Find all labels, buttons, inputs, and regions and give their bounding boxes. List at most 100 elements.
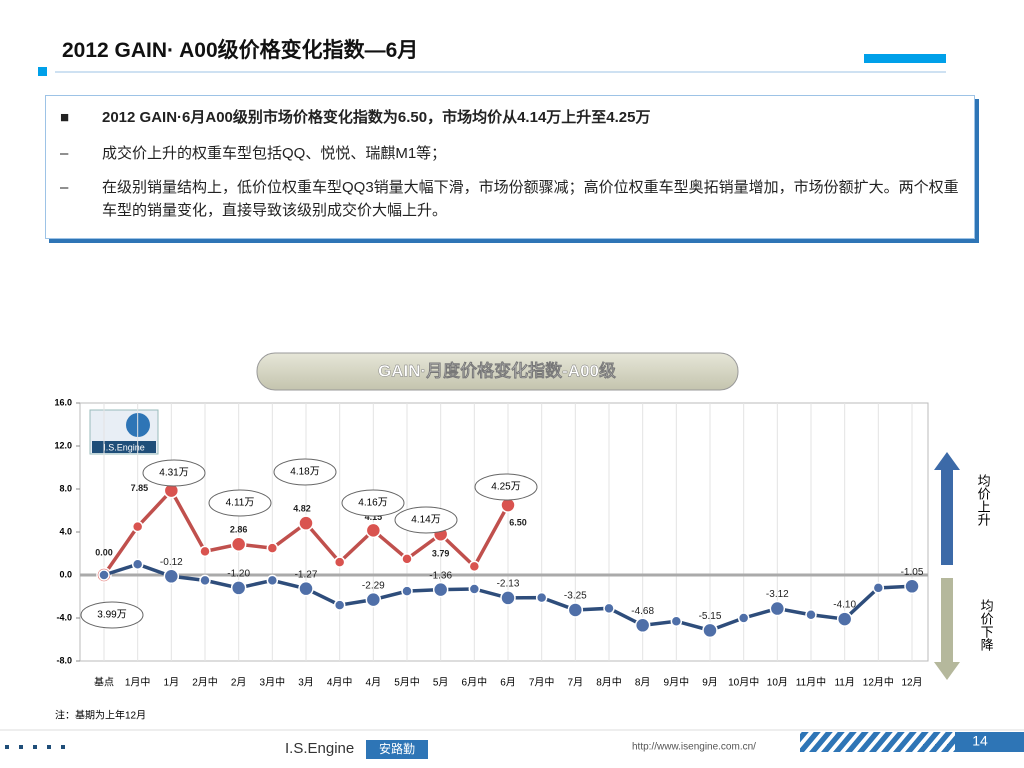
data-label: 2.86 — [230, 525, 248, 535]
callout-text: 4.31万 — [159, 468, 188, 479]
data-label: 4.82 — [293, 504, 311, 514]
callout — [394, 506, 458, 534]
data-label: 3.79 — [432, 549, 450, 559]
side-label: 均价上升 — [976, 474, 991, 526]
series-line — [103, 562, 913, 633]
bullet-mark: – — [60, 179, 69, 196]
note: 注：基期为上年12月 — [55, 709, 146, 722]
data-point — [131, 520, 144, 533]
data-label: 0.00 — [95, 547, 113, 557]
x-tick-label: 7月中 — [529, 676, 555, 689]
logo-icon — [126, 413, 150, 437]
data-point — [468, 583, 481, 595]
data-point — [500, 590, 516, 606]
data-point — [333, 599, 346, 611]
logo — [89, 409, 159, 455]
side-label: 均价下降 — [979, 599, 994, 651]
data-label: -1.36 — [429, 570, 452, 581]
bullet-box: ■ 2012 GAIN·6月A00级别市场价格变化指数为6.50，市场均价从4.1… — [45, 95, 975, 239]
data-point — [199, 545, 211, 558]
data-point — [163, 482, 180, 499]
data-point — [365, 591, 382, 608]
data-point — [603, 602, 615, 615]
up-arrow — [934, 452, 960, 565]
title-bar — [864, 54, 946, 63]
x-tick-label: 5月中 — [394, 676, 420, 689]
y-tick-label: -4.0 — [56, 612, 72, 622]
data-point — [365, 522, 382, 539]
footer-brand: I.S.Engine — [285, 740, 354, 757]
data-label: -1.27 — [295, 569, 318, 580]
y-tick-label: -8.0 — [56, 655, 72, 665]
data-point — [401, 553, 413, 565]
bullet: – 在级别销量结构上，低价位权重车型QQ3销量大幅下滑，市场份额骤减；高价位权重车… — [60, 176, 960, 222]
data-point — [163, 568, 180, 585]
data-point — [298, 580, 314, 597]
data-point — [535, 591, 548, 604]
x-tick-label: 3月 — [298, 677, 314, 689]
x-tick-label: 10月 — [767, 677, 788, 689]
x-tick-label: 5月 — [433, 677, 449, 689]
data-point — [266, 542, 279, 554]
callout — [142, 459, 206, 487]
data-label: -2.29 — [362, 580, 385, 591]
bullet-text: 成交价上升的权重车型包括QQ、悦悦、瑞麒M1等； — [102, 145, 447, 162]
data-point — [670, 615, 683, 627]
callout-text: 4.16万 — [358, 498, 387, 509]
data-label: -4.10 — [833, 600, 856, 611]
x-tick-label: 2月 — [231, 677, 247, 689]
x-tick-label: 9月中 — [664, 676, 690, 689]
x-tick-label: 8月 — [635, 677, 651, 689]
data-point — [634, 617, 651, 634]
title-square — [38, 67, 47, 76]
page-box — [955, 732, 1024, 752]
logo-band — [92, 441, 156, 453]
page-number: 14 — [972, 733, 988, 749]
data-point — [401, 585, 413, 597]
data-point — [199, 574, 211, 587]
callout-text: 4.25万 — [491, 482, 520, 493]
data-point — [769, 600, 786, 617]
data-point — [266, 574, 279, 587]
data-point — [904, 578, 920, 595]
data-point — [96, 567, 112, 583]
x-tick-label: 4月中 — [327, 676, 353, 689]
callout — [341, 489, 405, 517]
data-label: -3.25 — [564, 591, 587, 602]
x-tick-label: 12月中 — [863, 676, 894, 689]
callout-text: 3.99万 — [97, 610, 126, 621]
slide-title: 2012 GAIN· A00级价格变化指数—6月 — [62, 39, 419, 62]
data-point — [805, 609, 817, 621]
data-label: 4.15 — [365, 512, 383, 522]
y-tick-label: 16.0 — [54, 397, 72, 407]
x-tick-label: 4月 — [366, 677, 382, 689]
bullet: ■ 2012 GAIN·6月A00级别市场价格变化指数为6.50，市场均价从4.1… — [60, 106, 960, 129]
data-point — [230, 536, 247, 553]
x-tick-label: 6月 — [500, 677, 516, 689]
data-point — [500, 497, 516, 513]
data-point — [737, 612, 750, 624]
x-tick-label: 8月中 — [596, 676, 622, 689]
data-label: -0.12 — [160, 557, 183, 568]
data-label: -1.05 — [901, 567, 924, 578]
x-tick-label: 6月中 — [462, 676, 488, 689]
footer-brand-box — [366, 740, 428, 759]
bullet-mark: – — [60, 145, 69, 162]
footer-url: http://www.isengine.com.cn/ — [632, 742, 756, 753]
callout-text: 4.18万 — [290, 467, 319, 478]
callout — [474, 473, 538, 501]
x-tick-label: 11月 — [834, 677, 854, 689]
x-tick-label: 1月中 — [125, 676, 151, 689]
footer-dots — [5, 745, 65, 749]
x-tick-label: 基点 — [94, 676, 114, 689]
down-arrow — [934, 578, 960, 680]
data-label: 7.85 — [131, 483, 149, 493]
data-point — [333, 556, 346, 568]
data-point — [298, 515, 314, 531]
x-tick-label: 1月 — [164, 677, 180, 689]
x-tick-label: 12月 — [901, 677, 922, 689]
chart-title-pill — [256, 352, 739, 391]
data-point — [432, 526, 449, 543]
footer-stripes — [800, 732, 1024, 752]
y-tick-label: 12.0 — [54, 440, 72, 450]
